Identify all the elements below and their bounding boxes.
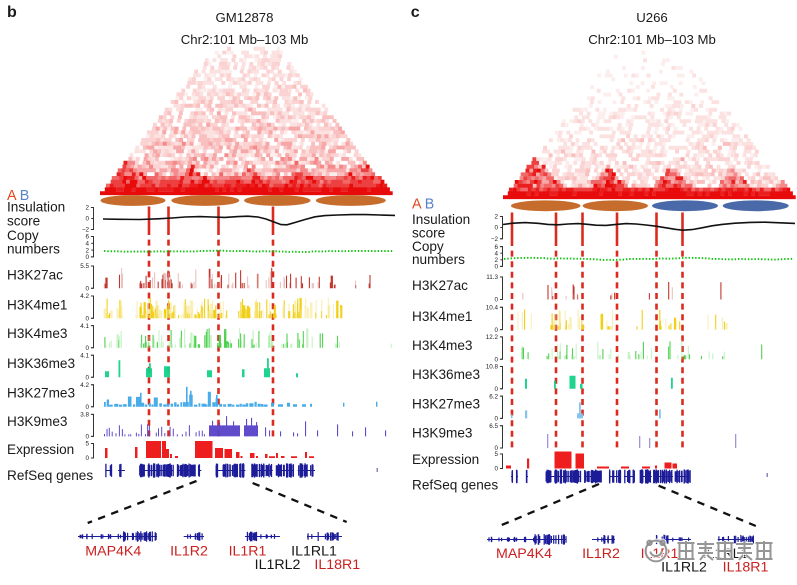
svg-text:0: 0 — [494, 445, 498, 452]
svg-text:MAP4K4: MAP4K4 — [85, 543, 141, 559]
svg-text:Insulation: Insulation — [7, 200, 65, 215]
svg-text:5: 5 — [494, 451, 498, 458]
svg-text:0: 0 — [85, 404, 89, 411]
svg-text:U266: U266 — [636, 10, 668, 25]
svg-text:0: 0 — [494, 327, 498, 334]
svg-text:Expression: Expression — [412, 452, 479, 467]
svg-text:0: 0 — [494, 416, 498, 423]
svg-text:RefSeq genes: RefSeq genes — [412, 478, 498, 493]
svg-text:0: 0 — [85, 375, 89, 382]
svg-text:MAP4K4: MAP4K4 — [496, 546, 552, 562]
svg-text:IL1RL2: IL1RL2 — [661, 560, 707, 576]
svg-text:6.5: 6.5 — [489, 423, 498, 430]
svg-text:A B: A B — [7, 188, 29, 204]
svg-text:RefSeq genes: RefSeq genes — [7, 468, 93, 483]
svg-text:12.2: 12.2 — [486, 334, 499, 341]
svg-text:6: 6 — [85, 234, 89, 241]
svg-text:3.8: 3.8 — [80, 412, 89, 419]
svg-text:0: 0 — [85, 254, 89, 261]
svg-text:0: 0 — [494, 225, 498, 232]
svg-text:H3K27me3: H3K27me3 — [412, 396, 480, 411]
svg-text:A B: A B — [412, 196, 434, 212]
svg-text:IL1RL2: IL1RL2 — [255, 557, 301, 573]
svg-text:H3K27ac: H3K27ac — [7, 267, 63, 282]
svg-text:H3K4me1: H3K4me1 — [7, 298, 67, 313]
svg-text:Expression: Expression — [7, 442, 74, 457]
svg-text:−2: −2 — [82, 227, 90, 234]
svg-text:H3K27me3: H3K27me3 — [7, 386, 75, 401]
svg-text:5.5: 5.5 — [80, 263, 89, 270]
svg-text:score: score — [7, 214, 40, 229]
svg-text:10.8: 10.8 — [486, 364, 499, 371]
svg-text:4.1: 4.1 — [80, 323, 89, 330]
svg-text:2: 2 — [494, 214, 498, 221]
svg-text:IL1R2: IL1R2 — [582, 546, 620, 562]
svg-text:6: 6 — [494, 244, 498, 251]
svg-text:GM12878: GM12878 — [216, 10, 274, 25]
svg-text:c: c — [411, 4, 420, 21]
svg-text:4.2: 4.2 — [80, 293, 89, 300]
svg-text:5: 5 — [85, 441, 89, 448]
svg-text:4: 4 — [494, 250, 498, 257]
svg-text:0: 0 — [85, 434, 89, 441]
svg-text:0: 0 — [494, 264, 498, 271]
svg-text:IL1R1: IL1R1 — [229, 543, 267, 559]
svg-text:4: 4 — [85, 241, 89, 248]
svg-text:Chr2:101 Mb–103 Mb: Chr2:101 Mb–103 Mb — [181, 32, 309, 47]
svg-text:0: 0 — [494, 356, 498, 363]
svg-text:−2: −2 — [491, 236, 499, 243]
svg-text:0: 0 — [85, 286, 89, 293]
svg-text:2: 2 — [85, 205, 89, 212]
svg-text:b: b — [7, 4, 17, 21]
svg-text:H3K4me3: H3K4me3 — [7, 326, 67, 341]
svg-text:IL1RL1: IL1RL1 — [291, 543, 337, 559]
svg-text:0: 0 — [494, 386, 498, 393]
svg-text:4.1: 4.1 — [80, 352, 89, 359]
svg-text:0: 0 — [85, 316, 89, 323]
svg-text:0: 0 — [85, 216, 89, 223]
svg-text:2: 2 — [494, 257, 498, 264]
svg-text:0: 0 — [494, 297, 498, 304]
svg-text:H3K9me3: H3K9me3 — [7, 414, 67, 429]
svg-text:H3K4me3: H3K4me3 — [412, 338, 472, 353]
svg-text:numbers: numbers — [7, 242, 60, 257]
svg-text:H3K27ac: H3K27ac — [412, 278, 468, 293]
svg-text:Insulation: Insulation — [412, 212, 470, 227]
svg-text:2: 2 — [85, 247, 89, 254]
svg-text:H3K9me3: H3K9me3 — [412, 426, 472, 441]
svg-text:score: score — [412, 226, 445, 241]
svg-text:6.2: 6.2 — [489, 393, 498, 400]
svg-text:H3K4me1: H3K4me1 — [412, 309, 472, 324]
svg-text:numbers: numbers — [412, 252, 465, 267]
svg-text:4.2: 4.2 — [80, 382, 89, 389]
svg-text:IL18R1: IL18R1 — [723, 560, 769, 576]
svg-text:H3K36me3: H3K36me3 — [412, 367, 480, 382]
svg-text:10.4: 10.4 — [486, 305, 499, 312]
svg-text:Chr2:101 Mb–103 Mb: Chr2:101 Mb–103 Mb — [588, 32, 716, 47]
svg-text:0: 0 — [85, 455, 89, 462]
svg-text:0: 0 — [85, 345, 89, 352]
svg-text:0: 0 — [494, 466, 498, 473]
svg-text:11.3: 11.3 — [486, 274, 498, 281]
svg-text:H3K36me3: H3K36me3 — [7, 356, 75, 371]
svg-text:Copy: Copy — [412, 239, 444, 254]
svg-text:IL1R2: IL1R2 — [170, 543, 208, 559]
svg-text:IL18R1: IL18R1 — [314, 557, 360, 573]
svg-text:Copy: Copy — [7, 228, 39, 243]
